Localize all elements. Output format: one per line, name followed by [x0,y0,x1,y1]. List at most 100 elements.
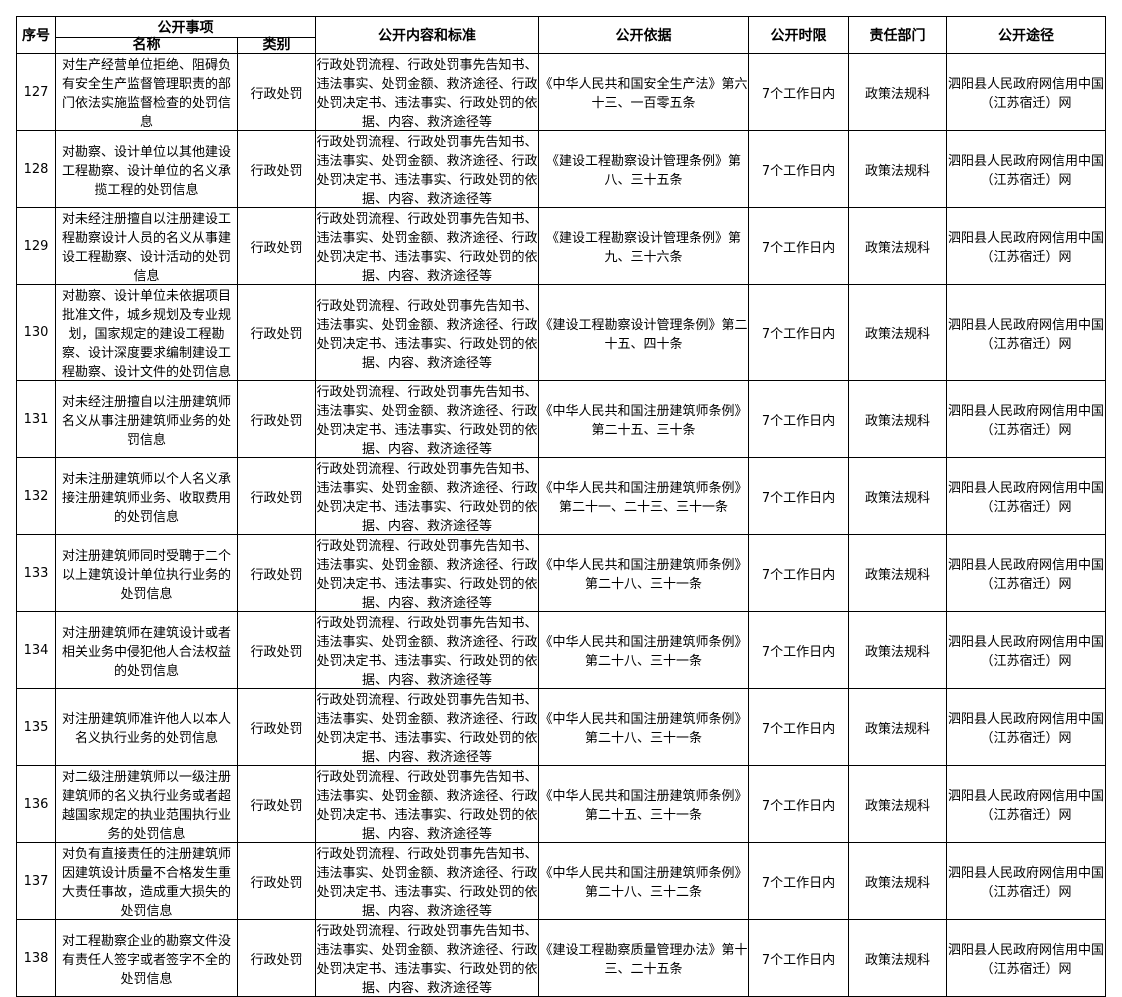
basis-text: 《中华人民共和国注册建筑师条例》第二十五、三十一条 [539,789,748,823]
basis-text: 《建设工程勘察设计管理条例》第八、三十五条 [545,154,741,188]
channel-line: 泗阳县人民政府网 [947,635,1052,650]
channel-cell: 泗阳县人民政府网信用中国（江苏宿迁）网 [946,380,1106,458]
period-box: 7个工作日内 [749,949,848,968]
table-row: 134 对注册建筑师在建筑设计或者相关业务中侵犯他人合法权益的处罚信息 行政处罚 行政… [16,611,1106,689]
dept-text: 政策法规科 [864,952,930,968]
no-box: 134 [17,643,55,658]
content-box: 行政处罚流程、行政处罚事先告知书、违法事实、处罚金额、救济途径、行政处罚决定书、… [316,295,538,371]
name-cell: 对注册建筑师在建筑设计或者相关业务中侵犯他人合法权益的处罚信息 [55,611,238,689]
no-text: 132 [23,488,49,504]
period-box: 7个工作日内 [749,323,848,342]
header-content: 公开内容和标准 [315,16,539,54]
channel-line: 信用中国（江苏宿迁）网 [980,404,1105,438]
dept-cell: 政策法规科 [848,842,947,920]
channel-line: 信用中国（江苏宿迁）网 [980,77,1105,111]
basis-box: 《中华人民共和国注册建筑师条例》第二十八、三十二条 [539,862,748,900]
dept-cell: 政策法规科 [848,284,947,381]
channel-box: 泗阳县人民政府网信用中国（江苏宿迁）网 [947,314,1105,352]
basis-box: 《中华人民共和国注册建筑师条例》第二十八、三十一条 [539,631,748,669]
channel-line: 泗阳县人民政府网 [947,77,1052,92]
basis-cell: 《中华人民共和国注册建筑师条例》第二十一、二十三、三十一条 [538,457,749,535]
dept-text: 政策法规科 [864,644,930,660]
name-cell: 对负有直接责任的注册建筑师因建筑设计质量不合格发生重大责任事故，造成重大损失的处… [55,842,238,920]
channel-cell: 泗阳县人民政府网信用中国（江苏宿迁）网 [946,284,1106,381]
dept-text: 政策法规科 [864,721,930,737]
period-text: 7个工作日内 [761,413,836,429]
basis-box: 《建设工程勘察设计管理条例》第二十五、四十条 [539,314,748,352]
dept-cell: 政策法规科 [848,53,947,131]
name-text: 对勘察、设计单位以其他建设工程勘察、设计单位的名义承揽工程的处罚信息 [61,144,231,198]
category-box: 行政处罚 [238,323,315,342]
dept-box: 政策法规科 [849,795,946,814]
name-cell: 对勘察、设计单位以其他建设工程勘察、设计单位的名义承揽工程的处罚信息 [55,130,238,208]
content-cell: 行政处罚流程、行政处罚事先告知书、违法事实、处罚金额、救济途径、行政处罚决定书、… [315,534,539,612]
period-box: 7个工作日内 [749,872,848,891]
channel-line: 信用中国（江苏宿迁）网 [980,635,1105,669]
no-text: 129 [23,238,49,254]
basis-cell: 《建设工程勘察质量管理办法》第十三、二十五条 [538,919,749,997]
dept-box: 政策法规科 [849,83,946,102]
period-box: 7个工作日内 [749,410,848,429]
table-row: 130 对勘察、设计单位未依据项目批准文件，城乡规划及专业规划，国家规定的建设工程… [16,284,1106,381]
content-box: 行政处罚流程、行政处罚事先告知书、违法事实、处罚金额、救济途径、行政处罚决定书、… [316,131,538,207]
content-cell: 行政处罚流程、行政处罚事先告知书、违法事实、处罚金额、救济途径、行政处罚决定书、… [315,842,539,920]
dept-text: 政策法规科 [864,567,930,583]
content-cell: 行政处罚流程、行政处罚事先告知书、违法事实、处罚金额、救济途径、行政处罚决定书、… [315,765,539,843]
header-dept: 责任部门 [848,16,947,54]
period-cell: 7个工作日内 [748,919,849,997]
content-cell: 行政处罚流程、行政处罚事先告知书、违法事实、处罚金额、救济途径、行政处罚决定书、… [315,611,539,689]
name-box: 对勘察、设计单位未依据项目批准文件，城乡规划及专业规划，国家规定的建设工程勘察、… [56,285,237,380]
content-cell: 行政处罚流程、行政处罚事先告知书、违法事实、处罚金额、救济途径、行政处罚决定书、… [315,284,539,381]
basis-cell: 《中华人民共和国注册建筑师条例》第二十八、三十一条 [538,611,749,689]
name-box: 对未注册建筑师以个人名义承接注册建筑师业务、收取费用的处罚信息 [56,468,237,525]
basis-box: 《中华人民共和国注册建筑师条例》第二十五、三十一条 [539,785,748,823]
category-cell: 行政处罚 [237,842,316,920]
period-box: 7个工作日内 [749,487,848,506]
basis-text: 《建设工程勘察设计管理条例》第九、三十六条 [545,231,741,265]
content-box: 行政处罚流程、行政处罚事先告知书、违法事实、处罚金额、救济途径、行政处罚决定书、… [316,535,538,611]
channel-line: 泗阳县人民政府网 [947,558,1052,573]
channel-cell: 泗阳县人民政府网信用中国（江苏宿迁）网 [946,207,1106,285]
no-box: 127 [17,85,55,100]
table-body: 127 对生产经营单位拒绝、阻碍负有安全生产监督管理职责的部门依法实施监督检查的处… [16,53,1106,997]
category-box: 行政处罚 [238,872,315,891]
period-box: 7个工作日内 [749,795,848,814]
name-cell: 对生产经营单位拒绝、阻碍负有安全生产监督管理职责的部门依法实施监督检查的处罚信息 [55,53,238,131]
no-text: 138 [23,950,49,966]
name-box: 对勘察、设计单位以其他建设工程勘察、设计单位的名义承揽工程的处罚信息 [56,141,237,198]
period-box: 7个工作日内 [749,83,848,102]
no-text: 134 [23,642,49,658]
channel-line: 信用中国（江苏宿迁）网 [980,317,1105,352]
period-box: 7个工作日内 [749,641,848,660]
name-cell: 对未经注册擅自以注册建筑师名义从事注册建筑师业务的处罚信息 [55,380,238,458]
dept-cell: 政策法规科 [848,919,947,997]
period-text: 7个工作日内 [761,490,836,506]
no-text: 137 [23,873,49,889]
content-text: 行政处罚流程、行政处罚事先告知书、违法事实、处罚金额、救济途径、行政处罚决定书、… [316,924,538,996]
period-text: 7个工作日内 [761,567,836,583]
period-cell: 7个工作日内 [748,842,849,920]
basis-box: 《建设工程勘察质量管理办法》第十三、二十五条 [539,939,748,977]
channel-cell: 泗阳县人民政府网信用中国（江苏宿迁）网 [946,688,1106,766]
period-text: 7个工作日内 [761,327,836,342]
no-text: 133 [23,565,49,581]
period-text: 7个工作日内 [761,644,836,660]
channel-line: 泗阳县人民政府网 [947,866,1052,881]
table-row: 138 对工程勘察企业的勘察文件没有责任人签字或者签字不全的处罚信息 行政处罚 行政处… [16,919,1106,997]
disclosure-table: 序号 公开事项 公开内容和标准 公开依据 公开时限 责任部门 公开途径 名称 类… [16,16,1106,997]
dept-text: 政策法规科 [864,413,930,429]
channel-cell: 泗阳县人民政府网信用中国（江苏宿迁）网 [946,919,1106,997]
basis-box: 《建设工程勘察设计管理条例》第八、三十五条 [539,150,748,188]
content-cell: 行政处罚流程、行政处罚事先告知书、违法事实、处罚金额、救济途径、行政处罚决定书、… [315,380,539,458]
category-text: 行政处罚 [250,644,303,660]
category-box: 行政处罚 [238,487,315,506]
channel-cell: 泗阳县人民政府网信用中国（江苏宿迁）网 [946,765,1106,843]
dept-box: 政策法规科 [849,718,946,737]
period-cell: 7个工作日内 [748,380,849,458]
content-cell: 行政处罚流程、行政处罚事先告知书、违法事实、处罚金额、救济途径、行政处罚决定书、… [315,207,539,285]
name-box: 对未经注册擅自以注册建筑师名义从事注册建筑师业务的处罚信息 [56,391,237,448]
header-category: 类别 [237,37,316,54]
category-cell: 行政处罚 [237,688,316,766]
channel-cell: 泗阳县人民政府网信用中国（江苏宿迁）网 [946,842,1106,920]
category-box: 行政处罚 [238,949,315,968]
